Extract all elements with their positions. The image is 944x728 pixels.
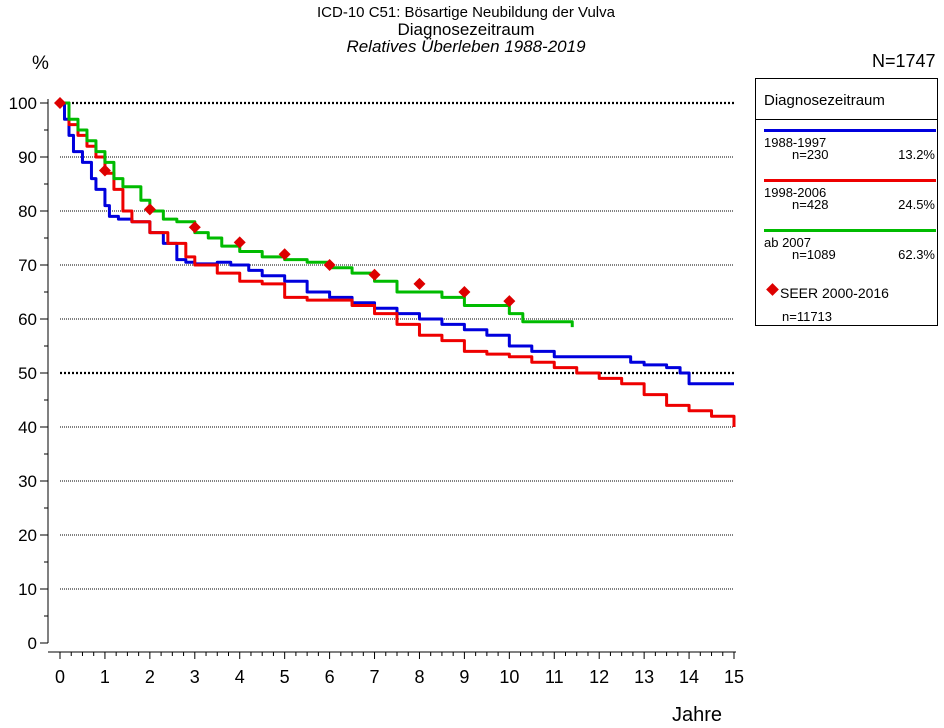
series-line-1998-2006 — [60, 101, 736, 427]
legend-count: n=11713 — [782, 309, 833, 324]
chart-title: ICD-10 C51: Bösartige Neubildung der Vul… — [317, 4, 615, 21]
y-tick-label: 30 — [18, 472, 37, 491]
seer-marker — [98, 164, 111, 177]
series-line-1988-1997 — [60, 101, 734, 386]
total-count: N=1747 — [872, 51, 936, 71]
legend-label: 1988-1997 — [764, 135, 827, 150]
x-tick-label: 5 — [280, 667, 290, 687]
seer-marker — [188, 221, 201, 234]
y-tick-label: 10 — [18, 580, 37, 599]
legend-label: 1998-2006 — [764, 185, 827, 200]
y-tick-label: 90 — [18, 148, 37, 167]
y-axis-label: % — [32, 53, 49, 74]
x-tick-label: 6 — [325, 667, 335, 687]
x-tick-label: 8 — [414, 667, 424, 687]
chart-subtitle: Diagnosezeitraum — [397, 20, 535, 39]
legend-title: Diagnosezeitraum — [764, 92, 885, 109]
legend: Diagnosezeitraum 1988-1997 n=230 13.2% 1… — [755, 78, 938, 326]
legend-label: ab 2007 — [764, 235, 811, 250]
legend-percent: 13.2% — [898, 147, 935, 162]
seer-marker — [278, 248, 291, 261]
seer-marker — [413, 277, 426, 290]
y-tick-label: 80 — [18, 202, 37, 221]
legend-line-1998-2006 — [764, 179, 936, 182]
legend-count: n=428 — [792, 197, 829, 212]
legend-item-ab-2007: ab 2007 n=1089 62.3% — [756, 229, 939, 279]
x-tick-label: 3 — [190, 667, 200, 687]
chart-subtitle-italic: Relatives Überleben 1988-2019 — [346, 37, 586, 56]
y-tick-label: 60 — [18, 310, 37, 329]
x-tick-label: 10 — [499, 667, 519, 687]
x-tick-label: 4 — [235, 667, 245, 687]
seer-marker — [323, 259, 336, 271]
x-tick-label: 11 — [545, 667, 564, 687]
x-tick-label: 2 — [145, 667, 155, 687]
seer-marker — [458, 286, 471, 298]
x-axis-label: Jahre — [672, 704, 723, 726]
legend-item-1988-1997: 1988-1997 n=230 13.2% — [756, 129, 939, 179]
y-tick-label: 20 — [18, 526, 37, 545]
seer-marker — [143, 203, 156, 216]
legend-label: SEER 2000-2016 — [780, 285, 889, 301]
legend-count: n=230 — [792, 147, 829, 162]
legend-percent: 62.3% — [898, 247, 935, 262]
y-tick-label: 100 — [9, 94, 37, 113]
seer-marker — [368, 268, 381, 281]
x-tick-label: 12 — [589, 667, 609, 687]
x-tick-label: 13 — [634, 667, 654, 687]
x-tick-label: 15 — [724, 667, 744, 687]
legend-count: n=1089 — [792, 247, 836, 262]
y-tick-label: 70 — [18, 256, 37, 275]
y-tick-label: 50 — [18, 364, 37, 383]
legend-percent: 24.5% — [898, 197, 935, 212]
seer-marker — [233, 236, 246, 249]
legend-line-ab-2007 — [764, 229, 936, 232]
legend-item-1998-2006: 1998-2006 n=428 24.5% — [756, 179, 939, 229]
y-tick-label: 40 — [18, 418, 37, 437]
x-tick-label: 0 — [55, 667, 65, 687]
diamond-icon — [766, 283, 779, 296]
x-tick-label: 1 — [100, 667, 110, 687]
x-tick-label: 9 — [459, 667, 469, 687]
legend-item-seer: SEER 2000-2016 n=11713 — [756, 279, 939, 327]
seer-marker — [54, 97, 66, 109]
x-tick-label: 14 — [679, 667, 699, 687]
y-tick-label: 0 — [28, 634, 37, 653]
legend-divider — [756, 119, 937, 120]
x-tick-label: 7 — [370, 667, 380, 687]
legend-line-1988-1997 — [764, 129, 936, 132]
seer-marker — [503, 295, 516, 308]
